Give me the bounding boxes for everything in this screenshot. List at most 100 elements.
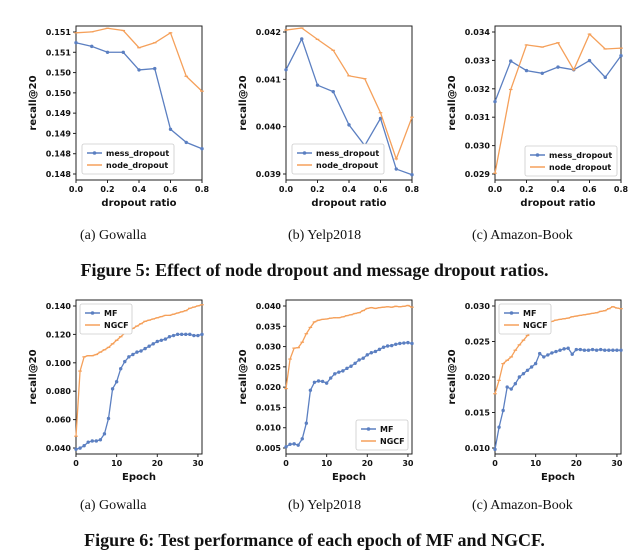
data-point xyxy=(521,371,526,376)
data-point xyxy=(331,89,335,94)
data-point xyxy=(121,50,125,54)
data-point xyxy=(566,346,570,350)
x-axis-label: Epoch xyxy=(332,472,366,483)
data-point xyxy=(139,349,143,353)
legend-box xyxy=(524,145,618,177)
y-tick-label: 0.150 xyxy=(46,89,72,98)
data-point xyxy=(175,332,180,337)
data-point xyxy=(493,447,497,452)
y-tick-label: 0.041 xyxy=(256,75,282,84)
data-point xyxy=(525,368,530,373)
x-tick-label: 0.2 xyxy=(519,185,533,194)
y-tick-label: 0.030 xyxy=(256,343,282,352)
data-point xyxy=(119,367,123,371)
x-tick-label: 0.2 xyxy=(100,185,114,194)
data-point xyxy=(394,167,398,171)
legend-box xyxy=(291,143,385,175)
x-tick-label: 0.6 xyxy=(582,185,597,194)
subcaption-fig6-a: (a) Gowalla xyxy=(80,498,147,513)
data-point xyxy=(505,385,509,389)
data-point xyxy=(329,376,333,380)
y-tick-label: 0.148 xyxy=(46,170,72,179)
data-point xyxy=(402,341,406,345)
y-tick-label: 0.150 xyxy=(46,69,72,78)
legend-label: mess_dropout xyxy=(316,149,379,158)
data-point xyxy=(110,387,115,391)
subcaption-fig5-c: (c) Amazon-Book xyxy=(472,228,573,243)
legend-label: MF xyxy=(104,309,117,318)
data-point xyxy=(74,41,78,45)
data-point xyxy=(603,75,607,80)
x-tick-label: 0.8 xyxy=(614,185,629,194)
chart-fig6-yelp2018: 0 10 20 30 0.040 0.035 0.030 0.025 0.020 0.015 0.0… xyxy=(210,292,420,492)
data-point xyxy=(155,339,159,344)
data-point xyxy=(171,333,176,338)
data-point xyxy=(619,54,623,58)
y-tick-label: 0.120 xyxy=(46,330,72,339)
data-point xyxy=(184,332,188,337)
data-point xyxy=(102,432,107,436)
x-tick-label: 0.8 xyxy=(405,185,420,194)
y-tick-label: 0.029 xyxy=(465,170,491,179)
data-point xyxy=(493,99,497,104)
y-tick-label: 0.040 xyxy=(256,123,282,132)
y-tick-label: 0.060 xyxy=(46,416,72,425)
plot-frame xyxy=(75,299,203,455)
x-tick-label: 0 xyxy=(73,459,79,468)
data-point xyxy=(86,440,90,444)
data-point xyxy=(598,347,603,352)
data-point xyxy=(509,59,513,63)
data-point xyxy=(308,388,313,392)
data-point xyxy=(373,349,378,354)
data-point xyxy=(357,358,361,362)
legend-label: NGCF xyxy=(380,437,405,446)
y-tick-label: 0.140 xyxy=(46,302,72,311)
x-tick-label: 0.4 xyxy=(132,185,147,194)
y-tick-label: 0.040 xyxy=(46,444,72,453)
data-point xyxy=(586,348,591,352)
data-point xyxy=(184,140,188,145)
data-point xyxy=(90,439,94,443)
data-point xyxy=(78,446,82,450)
x-tick-label: 0.6 xyxy=(373,185,388,194)
data-point xyxy=(513,381,518,386)
data-point xyxy=(607,348,611,352)
chart-fig6-gowalla: 0 10 20 30 0.140 0.120 0.100 0.080 0.060 0.040 Epo… xyxy=(0,292,210,492)
data-point xyxy=(167,335,172,339)
data-point xyxy=(501,408,505,413)
x-tick-label: 20 xyxy=(571,459,583,468)
y-tick-label: 0.032 xyxy=(465,85,490,94)
data-point xyxy=(398,341,402,346)
data-point xyxy=(300,37,304,41)
data-point xyxy=(361,356,365,360)
legend-label: node_dropout xyxy=(316,161,378,170)
y-tick-label: 0.151 xyxy=(46,48,72,57)
legend-marker xyxy=(302,151,307,155)
data-point xyxy=(542,355,546,359)
data-point xyxy=(385,344,390,348)
x-tick-label: 20 xyxy=(362,459,374,468)
y-tick-label: 0.035 xyxy=(256,322,282,331)
data-point xyxy=(123,359,127,364)
data-point xyxy=(587,58,592,63)
data-point xyxy=(300,437,304,441)
data-point xyxy=(524,68,529,73)
data-point xyxy=(137,68,141,72)
data-point xyxy=(509,387,513,391)
data-point xyxy=(345,366,349,371)
data-point xyxy=(562,347,566,351)
y-tick-label: 0.042 xyxy=(256,28,281,37)
data-point xyxy=(315,83,320,87)
x-tick-label: 0.0 xyxy=(69,185,84,194)
data-point xyxy=(312,380,317,384)
y-tick-label: 0.149 xyxy=(46,109,72,118)
y-tick-label: 0.015 xyxy=(256,403,282,412)
x-tick-label: 0.4 xyxy=(551,185,566,194)
x-tick-label: 0.4 xyxy=(342,185,357,194)
x-axis-label: dropout ratio xyxy=(520,198,595,209)
y-tick-label: 0.031 xyxy=(465,113,491,122)
data-point xyxy=(188,332,192,337)
data-point xyxy=(619,348,623,352)
legend-marker xyxy=(90,311,95,315)
x-tick-label: 0.0 xyxy=(488,185,503,194)
